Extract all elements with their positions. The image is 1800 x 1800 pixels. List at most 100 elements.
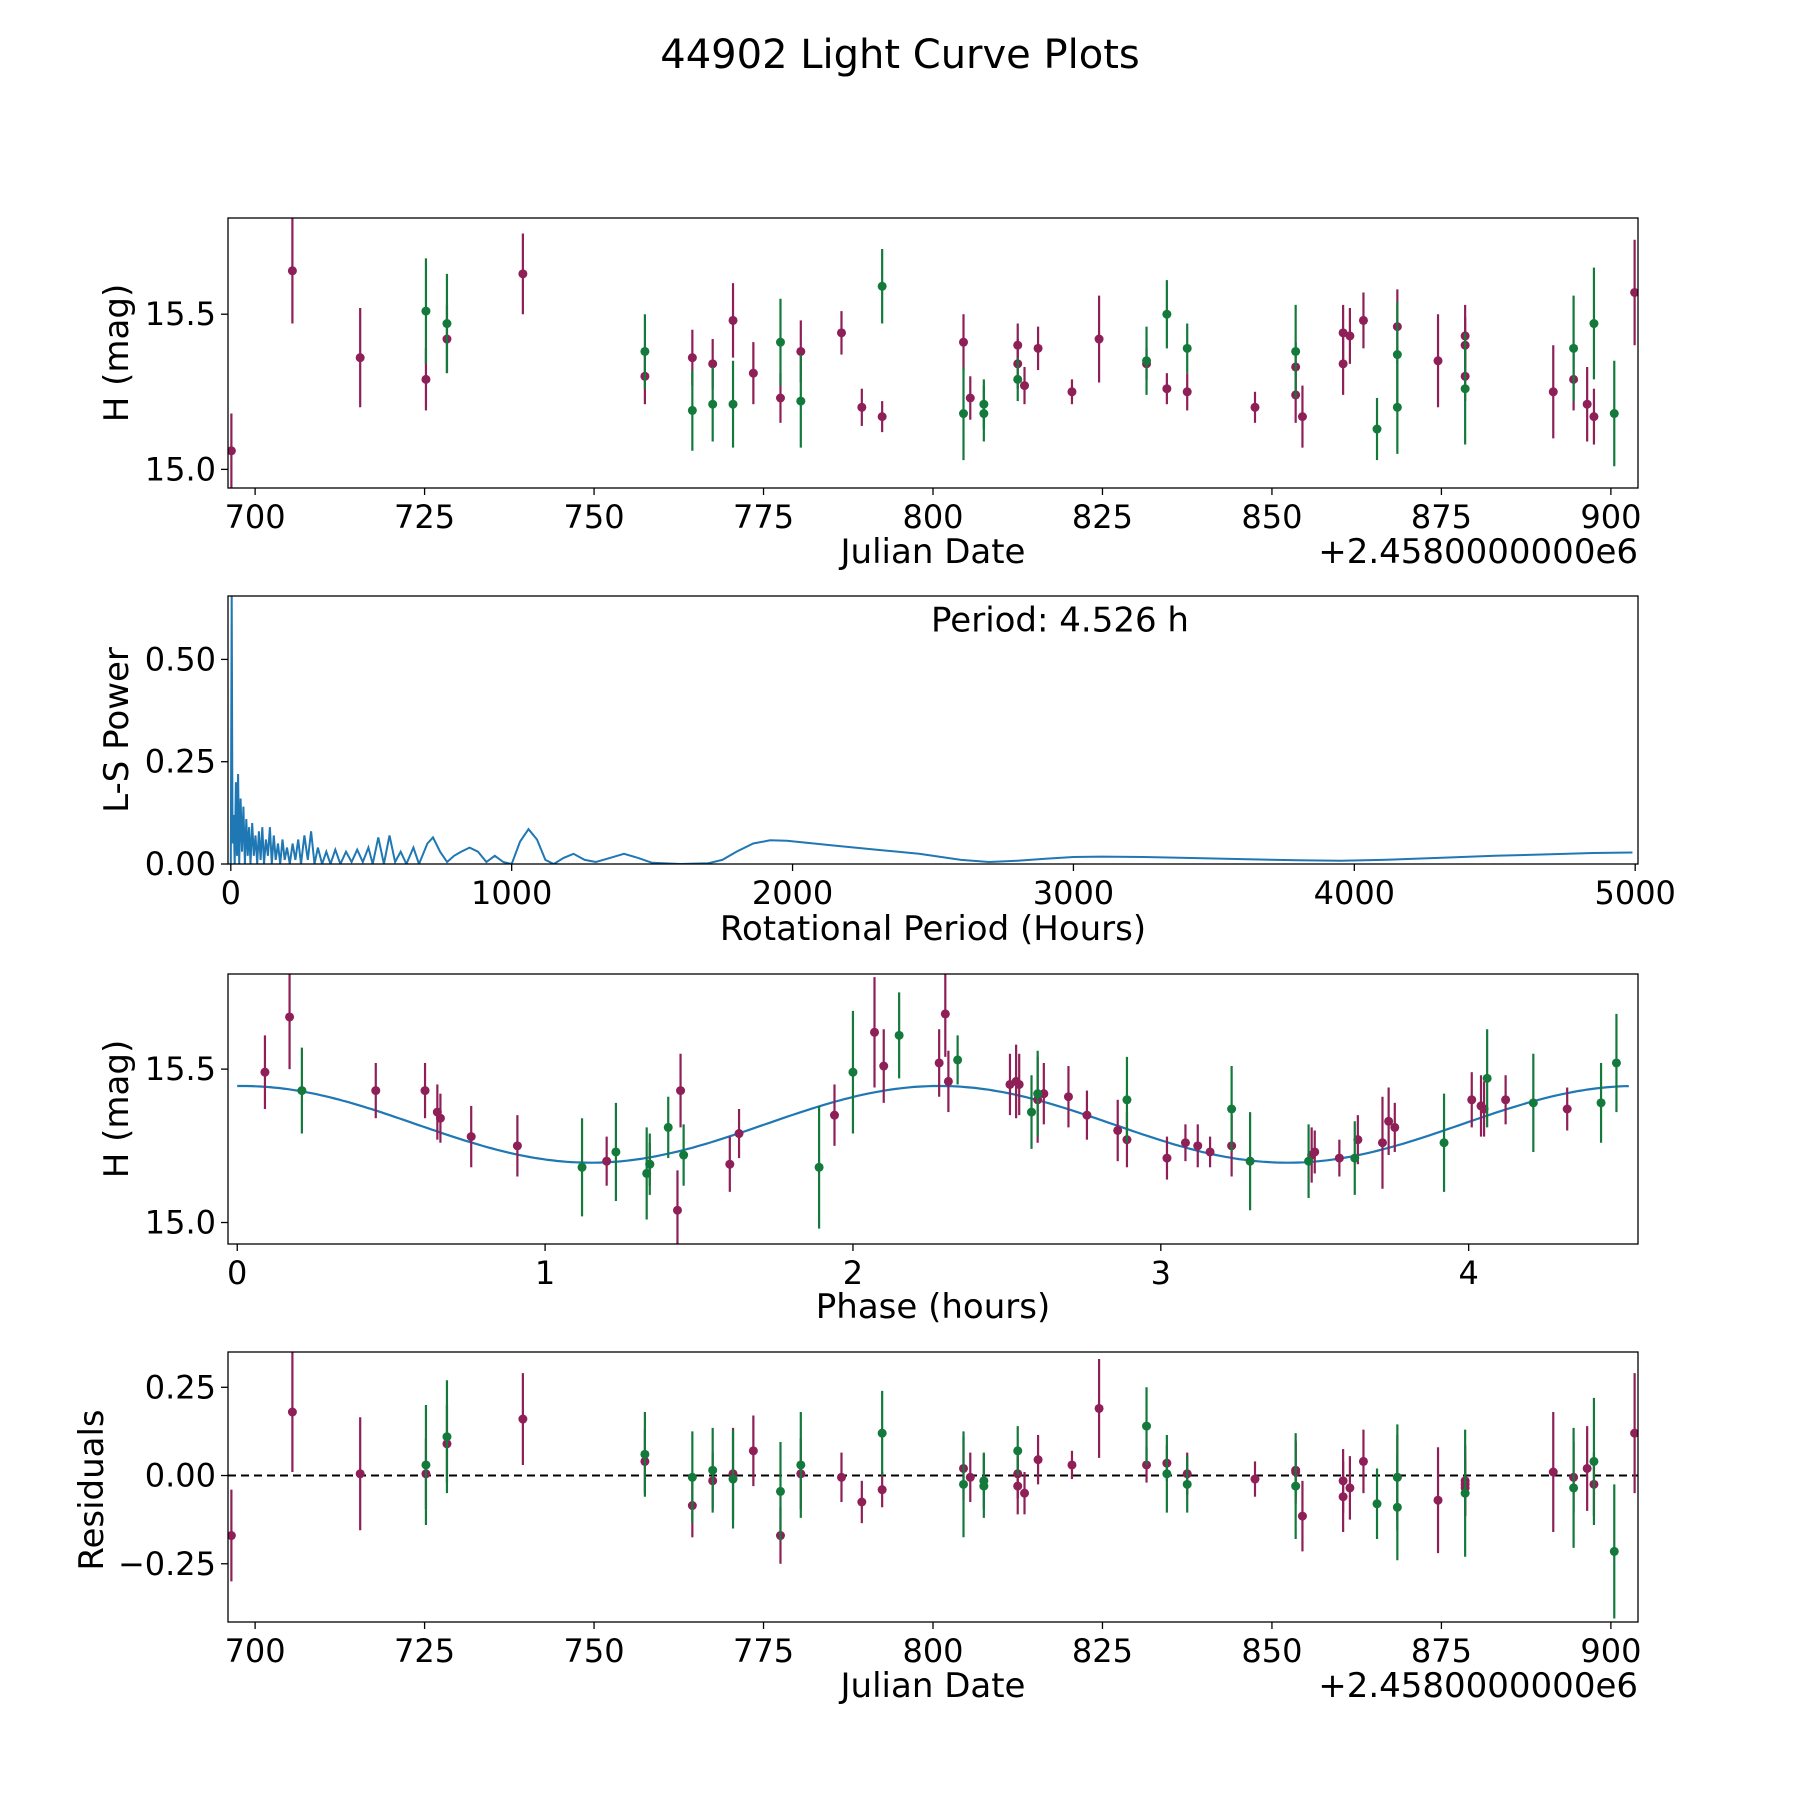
filter-a-point: [228, 1531, 236, 1541]
residuals-xtick-label: 750: [564, 1632, 625, 1670]
filter-a-point: [1094, 334, 1104, 344]
filter-a-point: [879, 1061, 889, 1071]
filter-a-point: [260, 1067, 270, 1077]
filter-b-point: [796, 1460, 806, 1470]
filter-a-point: [1113, 1125, 1123, 1135]
phased-ytick-label: 15.5: [145, 1050, 216, 1088]
residuals-plot: [228, 1352, 1638, 1619]
filter-a-point: [1334, 1153, 1344, 1163]
model-fit-curve: [237, 1084, 1629, 1164]
lightcurve-xlabel: Julian Date: [839, 532, 1026, 572]
periodogram-xtick-label: 2000: [752, 874, 833, 912]
filter-b-point: [645, 1159, 655, 1169]
filter-a-point: [934, 1058, 944, 1068]
filter-b-point: [953, 1055, 963, 1065]
filter-a-point: [1033, 1455, 1043, 1465]
filter-a-point: [1020, 381, 1030, 391]
filter-b-point: [1182, 343, 1192, 353]
filter-b-point: [1291, 346, 1301, 356]
filter-a-point: [1297, 1511, 1307, 1521]
filter-b-point: [1227, 1104, 1237, 1114]
filter-a-point: [748, 368, 758, 378]
residuals-xlabel: Julian Date: [839, 1666, 1026, 1706]
filter-b-point: [1392, 402, 1402, 412]
filter-b-point: [708, 1465, 718, 1475]
filter-b-point: [1528, 1098, 1538, 1108]
filter-a-point: [1390, 1122, 1400, 1132]
filter-b-point: [640, 346, 650, 356]
periodogram-xtick-label: 5000: [1594, 874, 1675, 912]
filter-a-point: [355, 1469, 365, 1479]
phased-plot: [237, 974, 1629, 1244]
filter-a-point: [1433, 1495, 1443, 1505]
lightcurve-offset-label: +2.4580000000e6: [1318, 532, 1638, 572]
lightcurve-ylabel: H (mag): [97, 284, 137, 422]
filter-a-point: [1467, 1095, 1477, 1105]
periodogram-xtick-label: 0: [221, 874, 241, 912]
filter-a-point: [1162, 1153, 1172, 1163]
filter-a-point: [857, 402, 867, 412]
filter-a-point: [1358, 1456, 1368, 1466]
filter-b-point: [421, 1460, 431, 1470]
filter-b-point: [775, 337, 785, 347]
filter-a-point: [1377, 1138, 1387, 1148]
filter-a-point: [1250, 402, 1260, 412]
filter-a-point: [1345, 1483, 1355, 1493]
filter-a-point: [943, 1076, 953, 1086]
residuals-xtick-label: 875: [1411, 1632, 1472, 1670]
filter-a-point: [512, 1141, 522, 1151]
filter-a-point: [1082, 1110, 1092, 1120]
filter-a-point: [421, 374, 431, 384]
phased-xtick-label: 4: [1458, 1254, 1478, 1292]
filter-a-point: [672, 1205, 682, 1215]
period-annotation: Period: 4.526 h: [931, 601, 1189, 641]
lightcurve-panel: 700 725 750 775 800 825 850 875 900 15.0 15.5 Juli…: [97, 217, 1641, 572]
periodogram-ytick-label: 0.25: [145, 743, 216, 781]
residuals-marks: [228, 1352, 1638, 1619]
filter-a-point: [1020, 1488, 1030, 1498]
filter-b-point: [708, 399, 718, 409]
filter-b-point: [1569, 343, 1579, 353]
filter-a-point: [287, 1407, 297, 1417]
residuals-xtick-label: 825: [1072, 1632, 1133, 1670]
filter-a-point: [940, 1009, 950, 1019]
filter-b-point: [1182, 1479, 1192, 1489]
residuals-xtick-label: 850: [1241, 1632, 1302, 1670]
filter-a-point: [676, 1086, 686, 1096]
lightcurve-xtick-label: 875: [1411, 498, 1472, 536]
periodogram-xtick-label: 1000: [471, 874, 552, 912]
filter-a-point: [1063, 1092, 1073, 1102]
filter-a-point: [725, 1159, 735, 1169]
phased-xtick-label: 0: [227, 1254, 247, 1292]
residuals-xtick-label: 800: [902, 1632, 963, 1670]
filter-a-point: [728, 315, 738, 325]
filter-a-point: [870, 1027, 880, 1037]
filter-a-point: [1205, 1147, 1215, 1157]
filter-b-point: [1122, 1095, 1132, 1105]
periodogram-ytick-label: 0.50: [145, 640, 216, 678]
filter-a-point: [775, 393, 785, 403]
filter-b-point: [1027, 1107, 1037, 1117]
filter-a-point: [965, 1472, 975, 1482]
residuals-frame: [227, 1351, 1639, 1623]
filter-a-point: [602, 1156, 612, 1166]
residuals-ytick-label: −0.25: [118, 1545, 216, 1583]
filter-a-point: [829, 1110, 839, 1120]
filter-a-point: [877, 1485, 887, 1495]
filter-b-point: [687, 405, 697, 415]
filter-a-point: [287, 266, 297, 276]
filter-a-point: [518, 1414, 528, 1424]
phased-frame: [227, 973, 1639, 1245]
filter-b-point: [1596, 1098, 1606, 1108]
lightcurve-xtick-label: 775: [733, 498, 794, 536]
filter-a-point: [877, 412, 887, 422]
lightcurve-xtick-label: 825: [1072, 498, 1133, 536]
periodogram-plot: [229, 596, 1633, 864]
filter-b-point: [775, 1486, 785, 1496]
filter-b-point: [814, 1162, 824, 1172]
filter-a-point: [1067, 387, 1077, 397]
filter-a-point: [1630, 1428, 1638, 1438]
filter-b-point: [1372, 1499, 1382, 1509]
lightcurve-xtick-label: 700: [225, 498, 286, 536]
filter-b-point: [979, 399, 989, 409]
